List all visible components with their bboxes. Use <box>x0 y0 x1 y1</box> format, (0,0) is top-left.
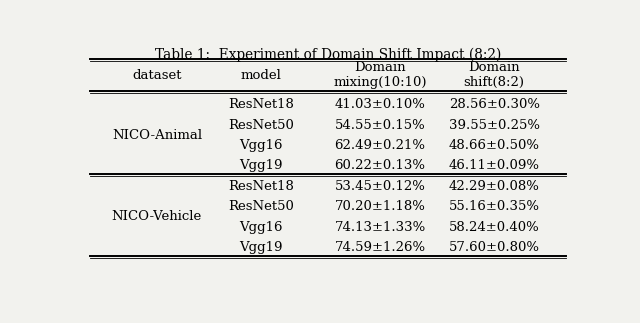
Text: 48.66±0.50%: 48.66±0.50% <box>449 139 540 152</box>
Text: 57.60±0.80%: 57.60±0.80% <box>449 241 540 254</box>
Text: 60.22±0.13%: 60.22±0.13% <box>335 159 426 172</box>
Text: 46.11±0.09%: 46.11±0.09% <box>449 159 540 172</box>
Text: 39.55±0.25%: 39.55±0.25% <box>449 119 540 131</box>
Text: Table 1:  Experiment of Domain Shift Impact (8:2): Table 1: Experiment of Domain Shift Impa… <box>155 47 501 62</box>
Text: NICO-Animal: NICO-Animal <box>112 129 202 142</box>
Text: ResNet18: ResNet18 <box>228 98 294 111</box>
Text: 55.16±0.35%: 55.16±0.35% <box>449 200 540 213</box>
Text: dataset: dataset <box>132 69 182 82</box>
Text: NICO-Vehicle: NICO-Vehicle <box>112 210 202 223</box>
Text: 58.24±0.40%: 58.24±0.40% <box>449 221 540 234</box>
Text: ResNet18: ResNet18 <box>228 180 294 193</box>
Text: ResNet50: ResNet50 <box>228 119 294 131</box>
Text: 54.55±0.15%: 54.55±0.15% <box>335 119 426 131</box>
Text: 62.49±0.21%: 62.49±0.21% <box>335 139 426 152</box>
Text: 41.03±0.10%: 41.03±0.10% <box>335 98 426 111</box>
Text: Vgg19: Vgg19 <box>239 159 283 172</box>
Text: 28.56±0.30%: 28.56±0.30% <box>449 98 540 111</box>
Text: Vgg16: Vgg16 <box>239 139 283 152</box>
Text: 74.59±1.26%: 74.59±1.26% <box>335 241 426 254</box>
Text: 74.13±1.33%: 74.13±1.33% <box>335 221 426 234</box>
Text: Vgg19: Vgg19 <box>239 241 283 254</box>
Text: ResNet50: ResNet50 <box>228 200 294 213</box>
Text: Domain
shift(8:2): Domain shift(8:2) <box>463 61 525 89</box>
Text: model: model <box>241 69 282 82</box>
Text: 53.45±0.12%: 53.45±0.12% <box>335 180 426 193</box>
Text: Domain
mixing(10:10): Domain mixing(10:10) <box>333 61 427 89</box>
Text: 70.20±1.18%: 70.20±1.18% <box>335 200 426 213</box>
Text: Vgg16: Vgg16 <box>239 221 283 234</box>
Text: 42.29±0.08%: 42.29±0.08% <box>449 180 540 193</box>
